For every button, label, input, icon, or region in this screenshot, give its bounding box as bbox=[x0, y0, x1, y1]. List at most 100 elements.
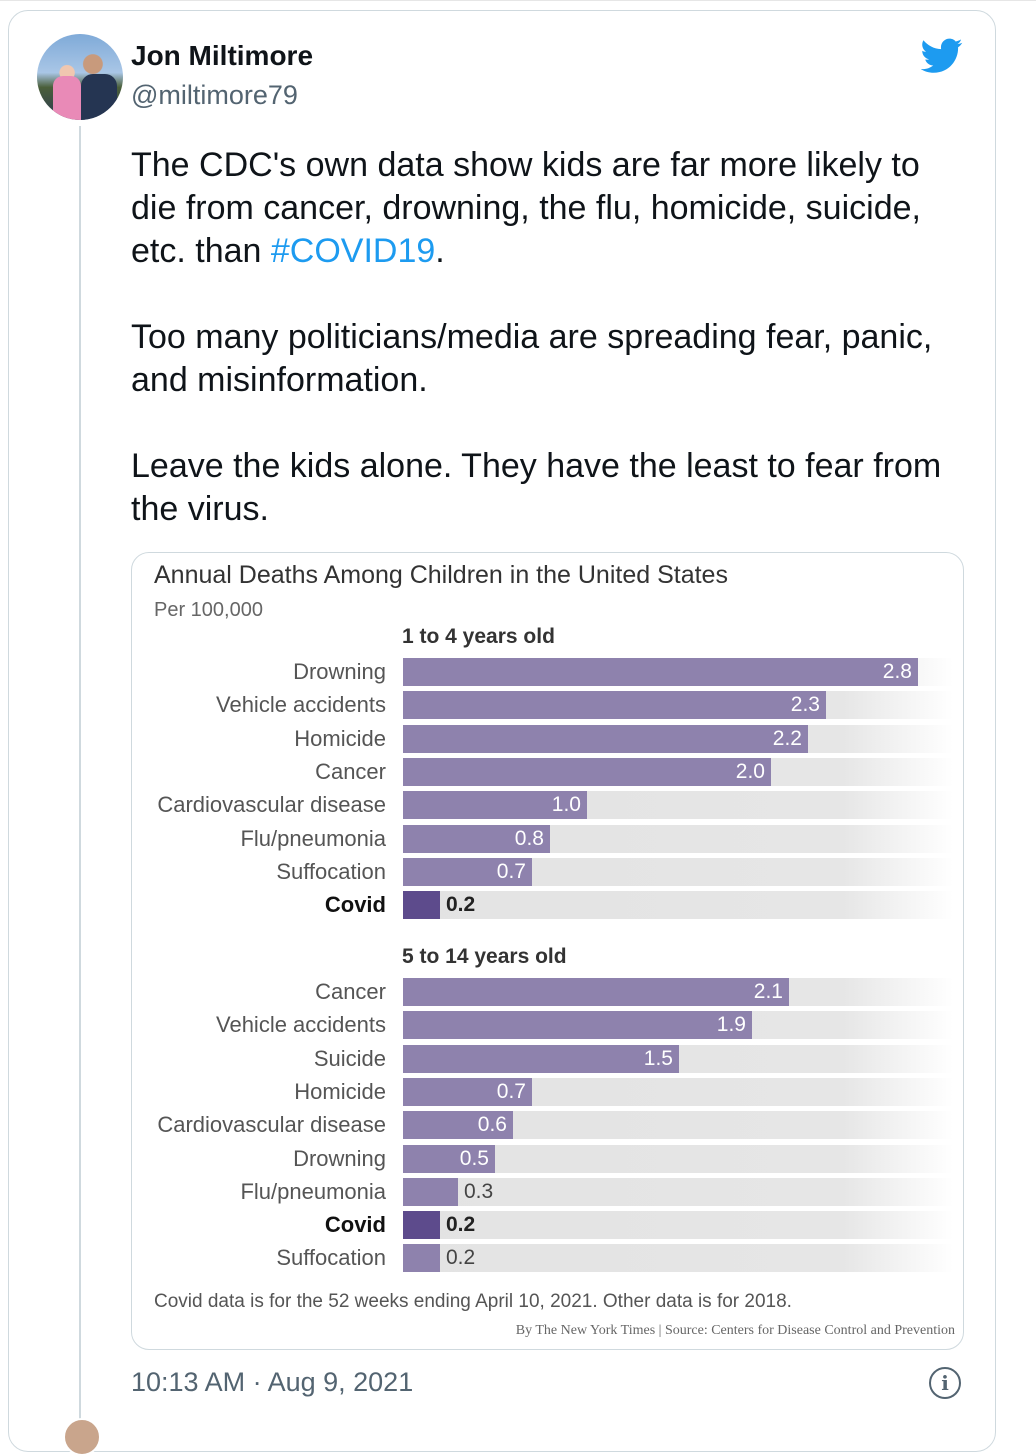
bar-value: 2.2 bbox=[772, 726, 802, 750]
avatar-figure-child bbox=[53, 76, 81, 120]
bar-track: 0.2 bbox=[403, 1211, 953, 1240]
bar-track: 2.3 bbox=[403, 691, 953, 720]
bar-track: 2.2 bbox=[403, 724, 953, 753]
bar-label: Flu/pneumonia bbox=[240, 825, 386, 851]
bar-value: 2.8 bbox=[882, 660, 912, 683]
bar-row: Cancer 2.1 bbox=[132, 978, 963, 1006]
bar-track: 0.7 bbox=[403, 1077, 953, 1106]
bar-track: 0.5 bbox=[403, 1144, 953, 1173]
bar-row: Cancer 2.0 bbox=[132, 757, 963, 786]
bar bbox=[403, 1244, 440, 1273]
chart-source: By The New York Times | Source: Centers … bbox=[515, 1323, 955, 1338]
bar-track: 2.0 bbox=[403, 757, 953, 786]
bar-track: 0.3 bbox=[403, 1177, 953, 1206]
bar-row: Suffocation 0.2 bbox=[132, 1244, 963, 1273]
bar-value: 2.1 bbox=[753, 980, 783, 1003]
bar bbox=[403, 1177, 458, 1206]
bar-label: Flu/pneumonia bbox=[240, 1178, 386, 1204]
bar-value: 0.6 bbox=[477, 1113, 507, 1137]
bar bbox=[403, 791, 587, 820]
bar-value: 1.9 bbox=[716, 1013, 746, 1037]
bar-row: Suffocation 0.7 bbox=[132, 857, 963, 886]
bar-label: Cardiovascular disease bbox=[157, 1112, 386, 1138]
bar bbox=[403, 857, 532, 886]
bar-label: Drowning bbox=[293, 1145, 386, 1171]
bar-label: Suffocation bbox=[276, 858, 386, 884]
reply-avatar[interactable] bbox=[63, 1418, 101, 1456]
bar-track: 0.8 bbox=[403, 824, 953, 853]
section-title-2: 5 to 14 years old bbox=[402, 945, 567, 968]
chart-title: Annual Deaths Among Children in the Unit… bbox=[154, 561, 728, 589]
bar-track: 0.2 bbox=[403, 891, 953, 920]
bar-row: Flu/pneumonia 0.8 bbox=[132, 824, 963, 853]
bar-track: 2.8 bbox=[403, 658, 953, 686]
bar-row: Covid 0.2 bbox=[132, 891, 963, 920]
bar-track: 1.5 bbox=[403, 1044, 953, 1073]
author-handle[interactable]: @miltimore79 bbox=[131, 80, 298, 110]
bar-label: Cancer bbox=[315, 979, 386, 1004]
bar-value: 0.7 bbox=[496, 859, 526, 883]
bar-row: Homicide 0.7 bbox=[132, 1077, 963, 1106]
tweet-paragraph-2: Too many politicians/media are spreading… bbox=[131, 318, 933, 399]
thread-line bbox=[79, 126, 81, 1428]
chart-subtitle: Per 100,000 bbox=[154, 599, 263, 621]
bar-value: 0.3 bbox=[464, 1179, 494, 1203]
bar bbox=[403, 724, 808, 753]
bar-row: Cardiovascular disease 0.6 bbox=[132, 1111, 963, 1140]
chart-image[interactable]: Annual Deaths Among Children in the Unit… bbox=[131, 552, 964, 1350]
hashtag-link[interactable]: #COVID19 bbox=[270, 232, 436, 270]
section-title-1: 1 to 4 years old bbox=[402, 625, 555, 648]
bar-label: Cancer bbox=[315, 758, 386, 784]
bar-label: Covid bbox=[324, 1212, 386, 1238]
bar-value: 0.2 bbox=[446, 1246, 476, 1270]
bar bbox=[403, 1044, 679, 1073]
bar-row: Vehicle accidents 2.3 bbox=[132, 691, 963, 720]
tweet-paragraph-1: The CDC's own data show kids are far mor… bbox=[131, 146, 921, 270]
bar bbox=[403, 891, 440, 920]
info-icon[interactable]: i bbox=[929, 1367, 961, 1399]
bar bbox=[403, 1144, 495, 1173]
bar-track: 1.9 bbox=[403, 1011, 953, 1040]
avatar-figure-adult bbox=[81, 74, 117, 120]
bar-value: 0.2 bbox=[446, 1213, 476, 1237]
bar-label: Homicide bbox=[294, 1078, 386, 1104]
bar-label: Suffocation bbox=[276, 1245, 386, 1271]
bar-label: Cardiovascular disease bbox=[157, 792, 386, 818]
bar-track: 0.2 bbox=[403, 1244, 953, 1273]
bar-row: Flu/pneumonia 0.3 bbox=[132, 1177, 963, 1206]
tweet-timestamp[interactable]: 10:13 AM · Aug 9, 2021 bbox=[131, 1367, 414, 1397]
bar-label: Covid bbox=[324, 892, 386, 918]
bar-label: Vehicle accidents bbox=[216, 1012, 386, 1038]
bar-value: 1.0 bbox=[551, 793, 581, 817]
tweet-paragraph-3: Leave the kids alone. They have the leas… bbox=[131, 447, 942, 528]
twitter-bird-icon[interactable] bbox=[921, 38, 963, 74]
bar-value: 2.0 bbox=[735, 759, 765, 783]
bar bbox=[403, 691, 826, 720]
author-name[interactable]: Jon Miltimore bbox=[131, 40, 314, 71]
bar-track: 0.7 bbox=[403, 857, 953, 886]
bar-track: 1.0 bbox=[403, 791, 953, 820]
bar bbox=[403, 1077, 532, 1106]
top-divider bbox=[0, 0, 1036, 1]
bar bbox=[403, 658, 918, 686]
bar-track: 2.1 bbox=[403, 978, 953, 1006]
bar-track: 0.6 bbox=[403, 1111, 953, 1140]
bar-label: Suicide bbox=[313, 1045, 386, 1071]
bar-value: 0.2 bbox=[446, 893, 476, 917]
avatar[interactable] bbox=[37, 34, 123, 120]
bar bbox=[403, 1011, 752, 1040]
bar-value: 2.3 bbox=[790, 693, 820, 717]
bar bbox=[403, 978, 789, 1006]
bar bbox=[403, 824, 550, 853]
bar bbox=[403, 757, 771, 786]
bar-value: 0.5 bbox=[459, 1146, 489, 1170]
bar bbox=[403, 1211, 440, 1240]
bar-value: 1.5 bbox=[643, 1046, 673, 1070]
bar-label: Vehicle accidents bbox=[216, 692, 386, 718]
bar-row: Suicide 1.5 bbox=[132, 1044, 963, 1073]
bar-row: Cardiovascular disease 1.0 bbox=[132, 791, 963, 820]
bar-row: Covid 0.2 bbox=[132, 1211, 963, 1240]
bar-label: Homicide bbox=[294, 725, 386, 751]
tweet-body: The CDC's own data show kids are far mor… bbox=[131, 144, 961, 574]
bar-row: Drowning 0.5 bbox=[132, 1144, 963, 1173]
